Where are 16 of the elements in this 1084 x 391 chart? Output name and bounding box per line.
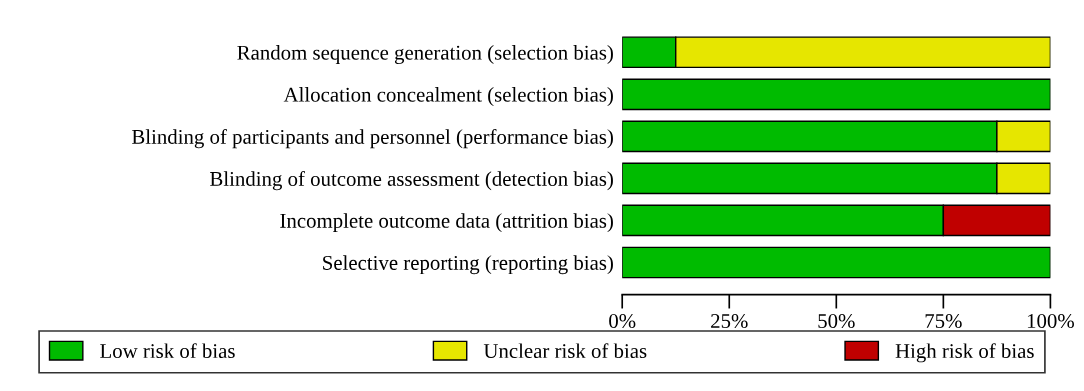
x-tick-label: 50% <box>818 313 855 329</box>
y-tick-label: Random sequence generation (selection bias) <box>237 45 613 65</box>
y-tick-label: Selective reporting (reporting bias) <box>323 255 613 275</box>
bar <box>622 246 1051 279</box>
x-tick-label: 75% <box>925 313 962 329</box>
x-tick-label: 25% <box>711 313 748 329</box>
legend-label: Unclear risk of bias <box>483 343 647 359</box>
y-tick-label: Blinding of outcome assessment (detection bias) <box>210 171 613 191</box>
y-tick-label: Blinding of participants and personnel (performance bias) <box>131 129 613 149</box>
y-tick-label: Allocation concealment (selection bias) <box>283 87 613 106</box>
x-tick-label: 0% <box>609 313 636 329</box>
legend-label: Low risk of bias <box>100 343 235 359</box>
y-tick-label: Incomplete outcome data (attrition bias) <box>280 213 613 233</box>
bar <box>622 78 1051 111</box>
legend-label: High risk of bias <box>895 343 1034 363</box>
x-tick-label: 100% <box>1027 313 1074 329</box>
